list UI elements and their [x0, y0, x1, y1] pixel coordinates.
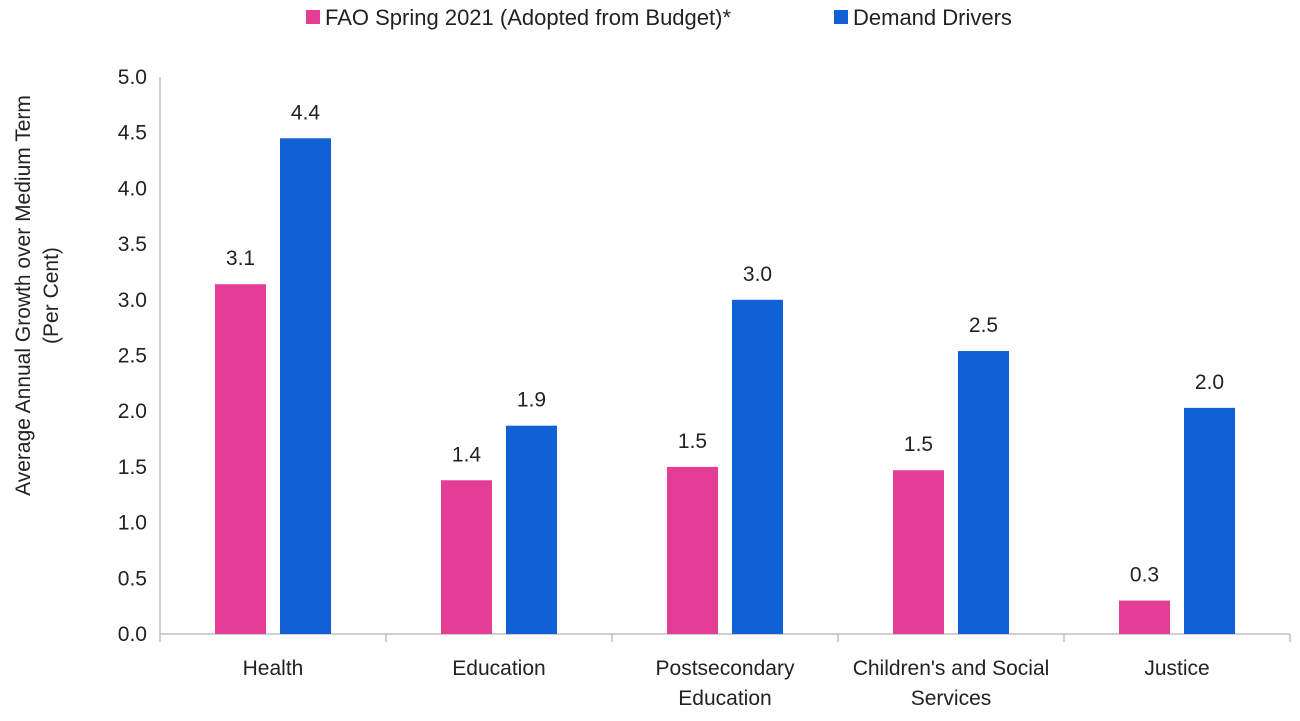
- bar: [280, 138, 331, 634]
- bar: [506, 425, 557, 634]
- y-axis-title: (Per Cent): [40, 247, 63, 344]
- bar: [441, 480, 492, 634]
- bar: [1119, 600, 1170, 634]
- data-label: 4.4: [291, 101, 321, 124]
- data-label: 1.5: [678, 430, 707, 453]
- legend-label: FAO Spring 2021 (Adopted from Budget)*: [325, 5, 731, 30]
- bar: [732, 299, 783, 634]
- y-tick-label: 3.0: [118, 289, 147, 312]
- y-tick-label: 4.5: [118, 122, 147, 145]
- data-label: 3.1: [226, 247, 255, 270]
- x-category-label: Children's and Social: [853, 657, 1050, 680]
- x-category-label: Justice: [1144, 657, 1209, 680]
- bar: [215, 284, 266, 634]
- y-tick-label: 5.0: [118, 66, 147, 89]
- y-tick-label: 3.5: [118, 233, 147, 256]
- data-label: 2.5: [969, 314, 998, 337]
- legend-swatch: [306, 10, 320, 24]
- data-label: 1.5: [904, 433, 933, 456]
- y-tick-label: 1.5: [118, 456, 147, 479]
- data-label: 0.3: [1130, 564, 1159, 587]
- y-tick-label: 1.0: [118, 512, 147, 535]
- legend-swatch: [834, 10, 848, 24]
- data-label: 1.4: [452, 443, 482, 466]
- legend-label: Demand Drivers: [853, 5, 1012, 30]
- bar: [1184, 407, 1235, 634]
- data-label: 1.9: [517, 389, 546, 412]
- x-category-label: Health: [243, 657, 304, 680]
- data-label: 3.0: [743, 263, 772, 286]
- x-category-label: Education: [452, 657, 545, 680]
- y-tick-label: 4.0: [118, 177, 147, 200]
- y-tick-label: 0.5: [118, 567, 147, 590]
- bar: [667, 466, 718, 634]
- bar: [958, 351, 1009, 634]
- x-category-label: Services: [911, 687, 992, 710]
- y-tick-label: 0.0: [118, 623, 147, 646]
- x-category-label: Postsecondary: [656, 657, 795, 680]
- x-category-label: Education: [678, 687, 771, 710]
- y-axis-title: Average Annual Growth over Medium Term: [12, 95, 35, 496]
- bar: [893, 470, 944, 634]
- data-label: 2.0: [1195, 371, 1224, 394]
- y-tick-label: 2.0: [118, 400, 147, 423]
- y-tick-label: 2.5: [118, 345, 147, 368]
